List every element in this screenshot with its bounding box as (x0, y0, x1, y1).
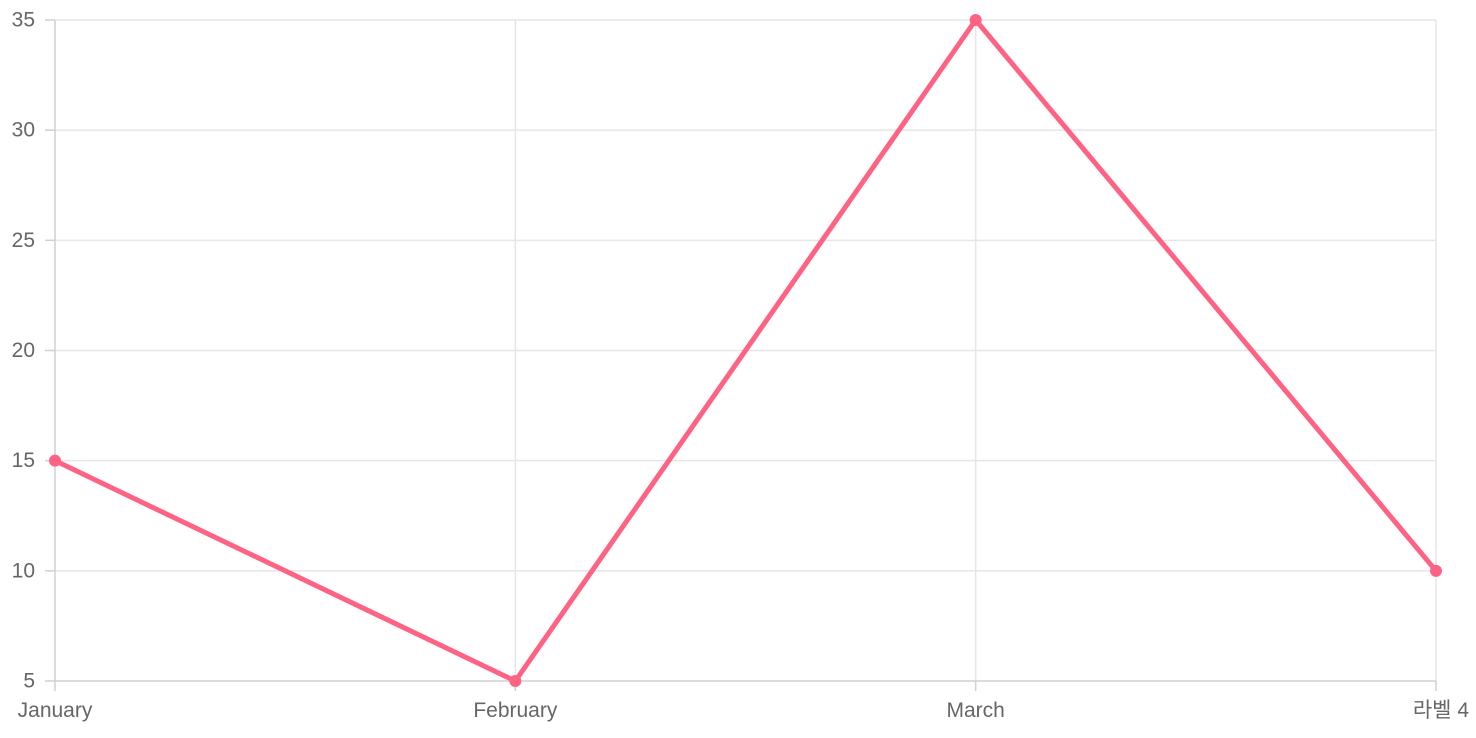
y-tick-label: 30 (12, 119, 35, 142)
data-point[interactable] (49, 454, 61, 467)
y-tick-label: 15 (12, 449, 35, 472)
y-tick-label: 20 (12, 339, 35, 362)
y-tick-label: 5 (23, 670, 35, 693)
x-tick-label: March (946, 699, 1004, 722)
x-tick-label: January (18, 699, 93, 722)
x-tick-label: 라벨 4 (1413, 699, 1469, 722)
data-point[interactable] (969, 14, 982, 26)
y-tick-label: 10 (12, 559, 35, 582)
axes (45, 19, 1437, 691)
y-tick-label: 35 (12, 9, 35, 32)
data-point[interactable] (509, 675, 522, 687)
series-line (52, 17, 1439, 684)
data-point[interactable] (1430, 564, 1442, 577)
y-tick-label: 25 (12, 229, 35, 252)
tick-labels: 5 10 15 20 25 30 35 January February March 라벨 4 (12, 9, 1470, 723)
x-tick-label: February (473, 699, 558, 722)
series-layer (49, 14, 1442, 687)
